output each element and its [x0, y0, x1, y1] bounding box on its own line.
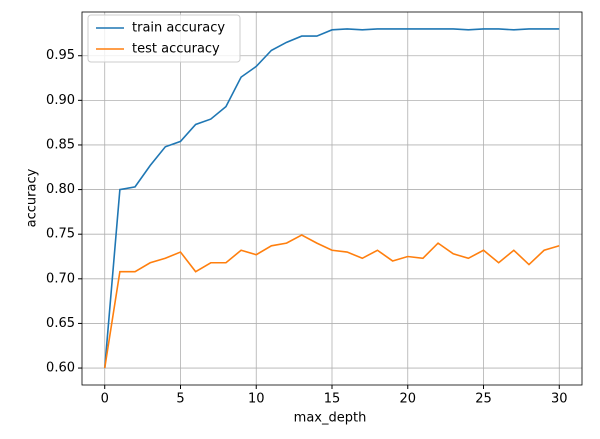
x-tick-label: 25	[475, 392, 492, 407]
line-series	[103, 28, 560, 369]
x-axis-label: max_depth	[294, 411, 367, 426]
legend-label: train accuracy	[132, 21, 225, 36]
y-tick-label: 0.65	[46, 316, 75, 331]
y-axis-label: accuracy	[25, 168, 40, 227]
x-tick-label: 20	[399, 392, 416, 407]
y-tick-label: 0.95	[46, 48, 75, 63]
line-series	[103, 234, 560, 369]
x-tick-label: 10	[248, 392, 265, 407]
x-tick-label: 30	[551, 392, 568, 407]
legend-box	[87, 14, 241, 63]
x-tick-label: 0	[101, 392, 109, 407]
y-tick-label: 0.75	[46, 227, 75, 242]
y-tick-label: 0.60	[46, 361, 75, 376]
y-tick-label: 0.80	[46, 182, 75, 197]
y-tick-label: 0.70	[46, 271, 75, 286]
y-tick-label: 0.85	[46, 137, 75, 152]
legend-label: test accuracy	[132, 42, 220, 57]
plot-frame	[81, 11, 583, 386]
x-tick-label: 5	[176, 392, 184, 407]
x-tick-label: 15	[324, 392, 341, 407]
y-tick-label: 0.90	[46, 93, 75, 108]
